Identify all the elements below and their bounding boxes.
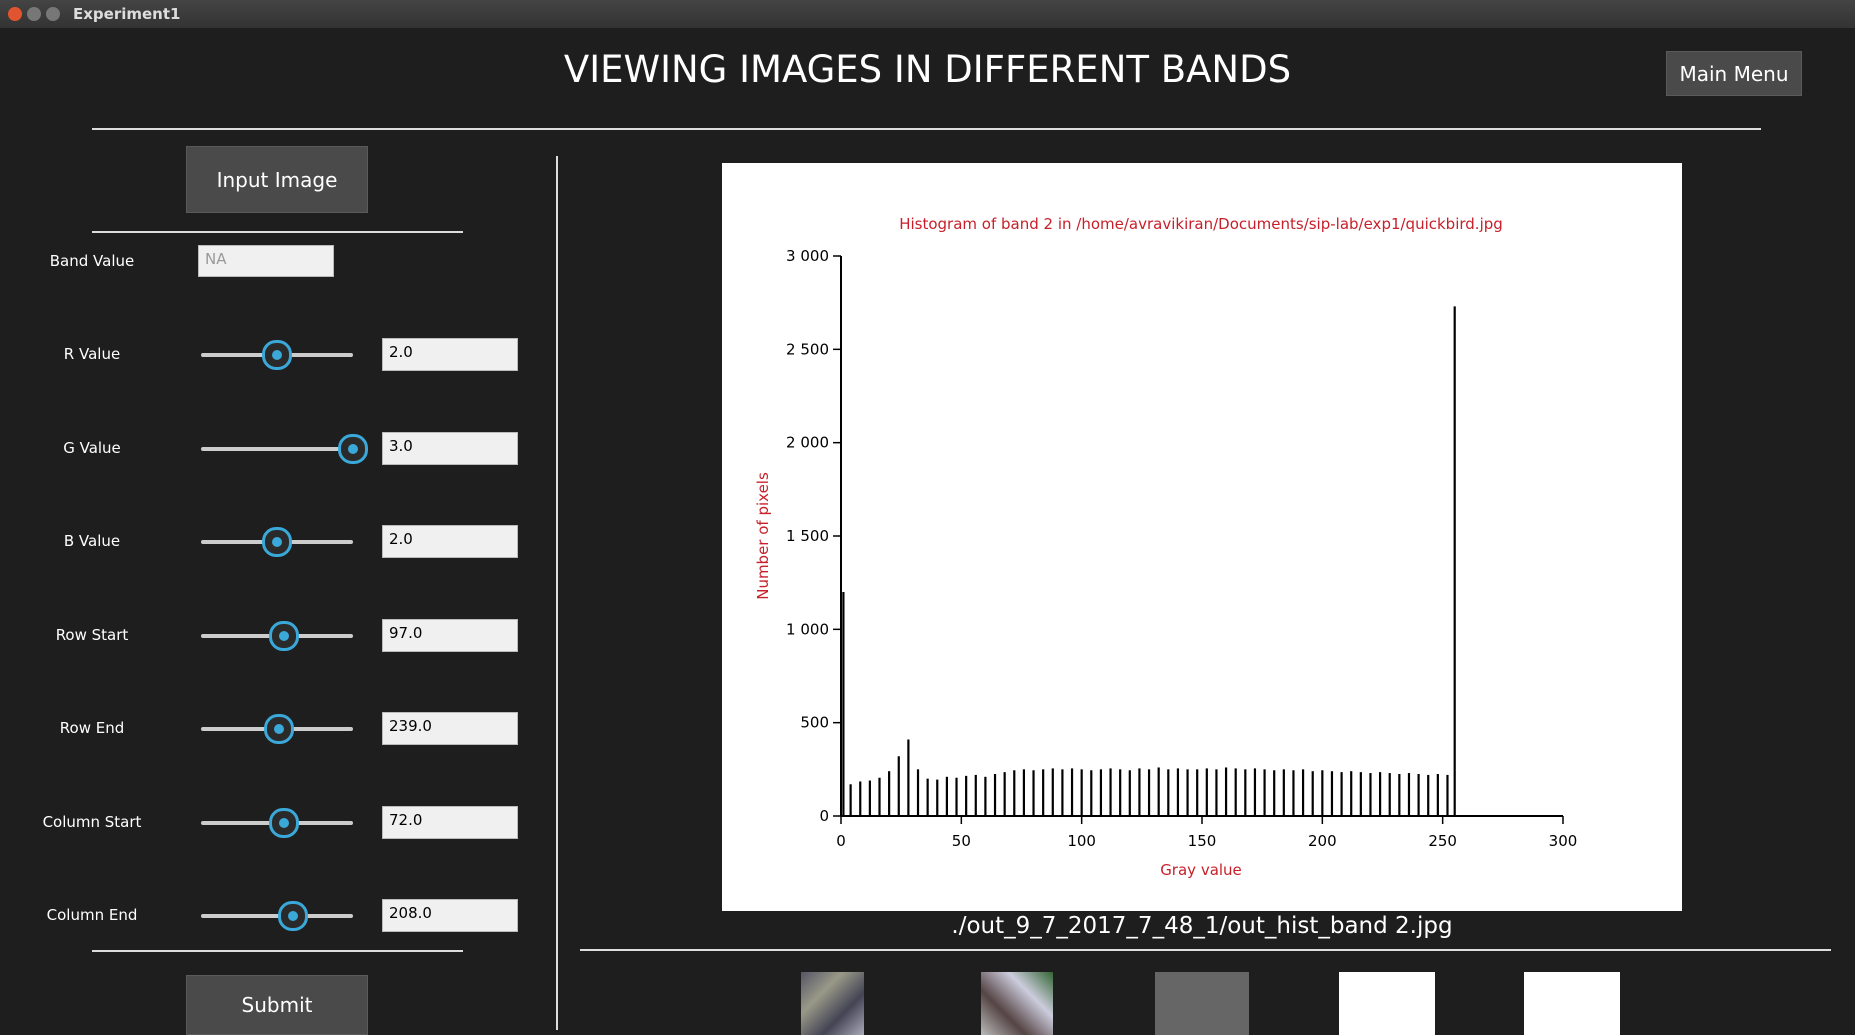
divider: [92, 231, 463, 233]
slider-knob[interactable]: [262, 340, 292, 370]
thumbnail[interactable]: [1155, 972, 1249, 1035]
maximize-button[interactable]: [46, 7, 60, 21]
slider-label: G Value: [63, 438, 121, 457]
y-tick-label: 2 000: [786, 434, 829, 452]
value-input[interactable]: 72.0: [382, 805, 518, 839]
histogram-image: Histogram of band 2 in /home/avravikiran…: [722, 163, 1682, 911]
slider-track[interactable]: [201, 914, 353, 918]
title-bar: [0, 0, 1855, 28]
x-axis-label: Gray value: [1160, 861, 1242, 879]
thumbnail[interactable]: [1524, 972, 1620, 1035]
slider-knob[interactable]: [262, 527, 292, 557]
y-tick-label: 1 500: [786, 527, 829, 545]
slider-label: Row Start: [55, 625, 129, 644]
y-axis-label: Number of pixels: [754, 472, 772, 600]
slider-knob[interactable]: [338, 433, 368, 464]
value-input[interactable]: 97.0: [382, 618, 518, 652]
x-tick-label: 150: [1188, 832, 1217, 850]
submit-button[interactable]: Submit: [186, 975, 368, 1035]
band-input[interactable]: NA: [198, 245, 334, 277]
slider-label: Row End: [59, 719, 125, 737]
y-tick-label: 0: [819, 807, 829, 825]
page-title: VIEWING IMAGES IN DIFFERENT BANDS: [563, 48, 1292, 91]
window-title: Experiment1: [73, 5, 181, 23]
value-input[interactable]: 2.0: [382, 525, 518, 558]
divider: [92, 950, 463, 952]
x-tick-label: 100: [1067, 832, 1096, 850]
close-button[interactable]: [8, 7, 22, 21]
y-tick-label: 3 000: [786, 247, 829, 265]
y-tick-label: 2 500: [786, 340, 829, 358]
x-tick-label: 200: [1308, 832, 1337, 850]
slider-label: R Value: [63, 345, 121, 363]
input-image-button[interactable]: Input Image: [186, 146, 368, 213]
slider-knob[interactable]: [278, 901, 308, 931]
divider: [92, 128, 1761, 130]
divider: [580, 949, 1831, 951]
value-input[interactable]: 239.0: [382, 712, 518, 745]
x-tick-label: 300: [1549, 832, 1578, 850]
value-input[interactable]: 208.0: [382, 899, 518, 932]
slider-knob[interactable]: [269, 620, 299, 651]
thumbnail[interactable]: [801, 972, 864, 1035]
minimize-button[interactable]: [27, 7, 41, 21]
x-tick-label: 250: [1428, 832, 1457, 850]
band-label: Band Value: [49, 252, 135, 270]
y-tick-label: 500: [800, 714, 829, 732]
x-tick-label: 0: [836, 832, 846, 850]
slider-knob[interactable]: [269, 807, 299, 838]
slider-label: Column End: [46, 906, 138, 924]
slider-knob[interactable]: [264, 714, 294, 744]
thumbnail[interactable]: [981, 972, 1053, 1035]
slider-track[interactable]: [201, 446, 353, 451]
image-caption: ./out_9_7_2017_7_48_1/out_hist_band 2.jp…: [951, 913, 1453, 939]
slider-label: Column Start: [42, 812, 142, 831]
slider-label: B Value: [63, 532, 121, 550]
x-tick-label: 50: [952, 832, 971, 850]
vertical-divider: [556, 156, 558, 1030]
chart-title: Histogram of band 2 in /home/avravikiran…: [899, 215, 1503, 233]
main-menu-button[interactable]: Main Menu: [1666, 51, 1802, 96]
y-tick-label: 1 000: [786, 620, 829, 638]
value-input[interactable]: 2.0: [382, 338, 518, 371]
value-input[interactable]: 3.0: [382, 431, 518, 465]
thumbnail[interactable]: [1339, 972, 1435, 1035]
